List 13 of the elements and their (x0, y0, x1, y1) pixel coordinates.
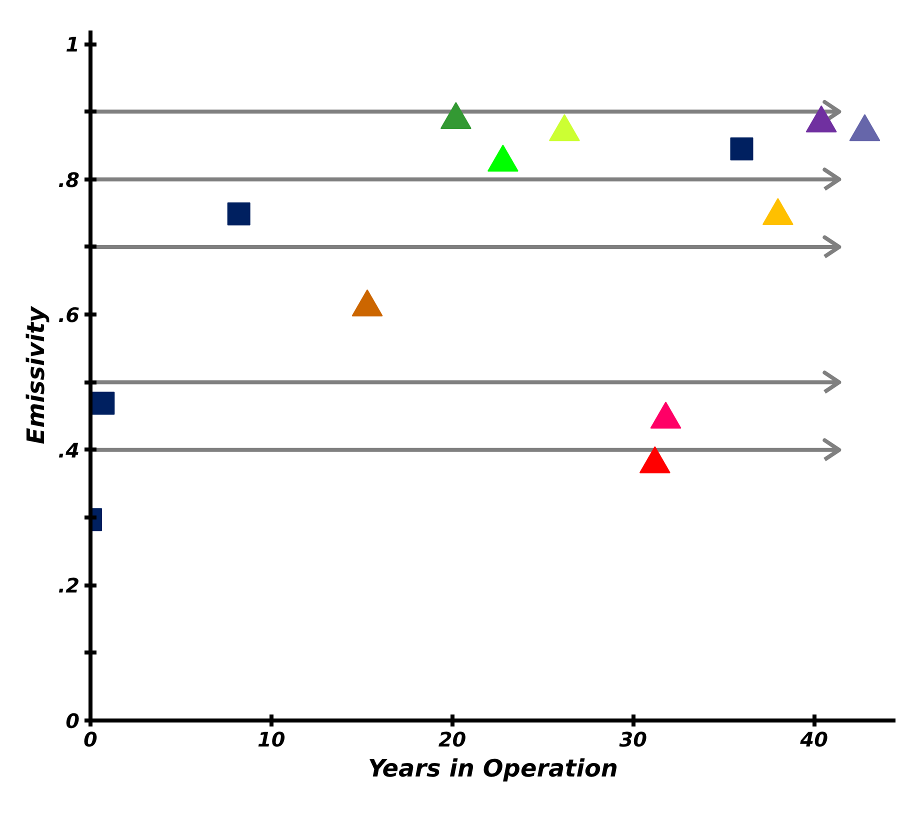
x-tick-label: 10 (257, 728, 286, 752)
y-tick-label: 1 (66, 32, 80, 57)
x-tick-label: 40 (799, 728, 828, 752)
x-axis-title: Years in Operation (368, 754, 618, 782)
y-tick-label: 0 (66, 709, 80, 733)
y-axis-title: Emissivity (22, 305, 50, 444)
y-tick-label: .4 (58, 438, 80, 462)
y-tick-label: .6 (58, 303, 80, 328)
x-tick-label: 20 (438, 728, 466, 752)
y-tick-label: .2 (58, 574, 80, 598)
x-tick-label: 0 (84, 728, 98, 752)
x-tick-label: 30 (619, 728, 648, 752)
y-tick-label: .8 (58, 168, 80, 192)
